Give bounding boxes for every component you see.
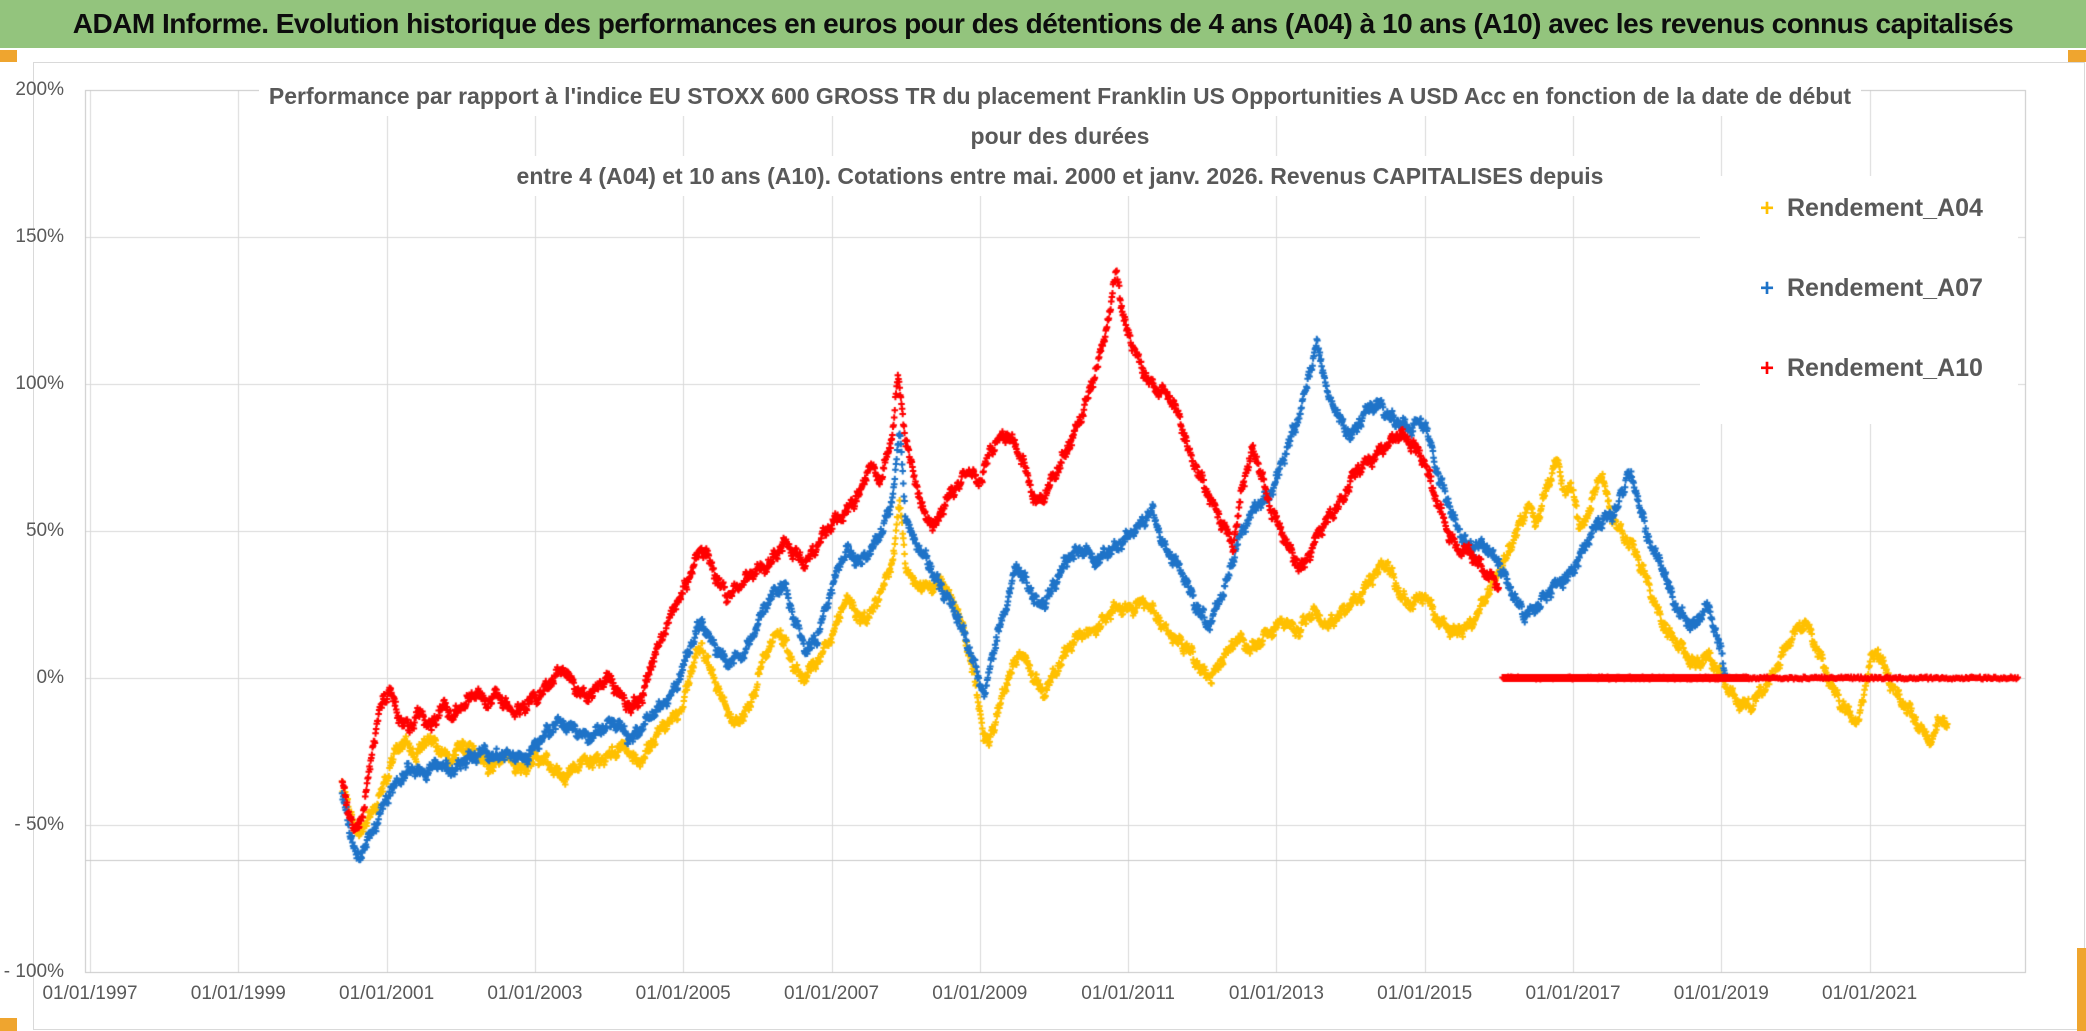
chart-title: Performance par rapport à l'indice EU ST… xyxy=(85,76,2035,196)
legend-item-a07[interactable]: + Rendement_A07 xyxy=(1755,274,1983,303)
title-banner: ADAM Informe. Evolution historique des p… xyxy=(0,0,2086,48)
x-tick-label: 01/01/2005 xyxy=(635,983,731,1004)
x-tick-label: 01/01/2001 xyxy=(339,983,435,1004)
banner-title: ADAM Informe. Evolution historique des p… xyxy=(72,8,2014,39)
x-tick-label: 01/01/2007 xyxy=(783,983,880,1004)
chart-title-line1: Performance par rapport à l'indice EU ST… xyxy=(258,76,1862,116)
y-tick-label: 100% xyxy=(15,373,64,394)
y-tick-label: 50% xyxy=(25,520,64,541)
x-tick-label: 01/01/2017 xyxy=(1525,983,1621,1004)
y-tick-label: - 50% xyxy=(14,814,64,835)
plus-marker-icon: + xyxy=(1759,194,1774,222)
plus-marker-icon: + xyxy=(1759,354,1774,382)
x-tick-label: 01/01/2003 xyxy=(487,983,583,1004)
x-tick-label: 01/01/2015 xyxy=(1377,983,1473,1004)
x-tick-label: 01/01/2013 xyxy=(1228,983,1324,1004)
legend: + Rendement_A04 + Rendement_A07 + Rendem… xyxy=(1700,176,2018,424)
y-tick-label: 0% xyxy=(36,667,64,688)
legend-label: Rendement_A10 xyxy=(1787,354,1983,382)
x-tick-label: 01/01/2009 xyxy=(932,983,1028,1004)
legend-label: Rendement_A07 xyxy=(1787,274,1983,302)
legend-item-a04[interactable]: + Rendement_A04 xyxy=(1755,194,1983,223)
legend-item-a10[interactable]: + Rendement_A10 xyxy=(1755,354,1983,383)
x-tick-label: 01/01/2021 xyxy=(1822,983,1918,1004)
selection-accent-top-left xyxy=(0,50,17,62)
chart-title-line3: entre 4 (A04) et 10 ans (A10). Cotations… xyxy=(506,156,1614,196)
legend-label: Rendement_A04 xyxy=(1787,194,1983,222)
y-tick-label: 150% xyxy=(15,226,64,247)
x-tick-label: 01/01/1997 xyxy=(42,983,138,1004)
x-tick-label: 01/01/1999 xyxy=(190,983,286,1004)
x-tick-label: 01/01/2011 xyxy=(1081,983,1175,1004)
selection-accent-bottom-left xyxy=(0,1018,17,1031)
chart-title-line2: pour des durées xyxy=(960,116,1160,156)
x-tick-label: 01/01/2019 xyxy=(1673,983,1769,1004)
selection-accent-right-strip xyxy=(2077,948,2086,1031)
plus-marker-icon: + xyxy=(1759,274,1774,302)
y-tick-label: 200% xyxy=(15,79,64,100)
y-tick-label: - 100% xyxy=(3,961,64,982)
selection-accent-top-right xyxy=(2068,50,2086,62)
